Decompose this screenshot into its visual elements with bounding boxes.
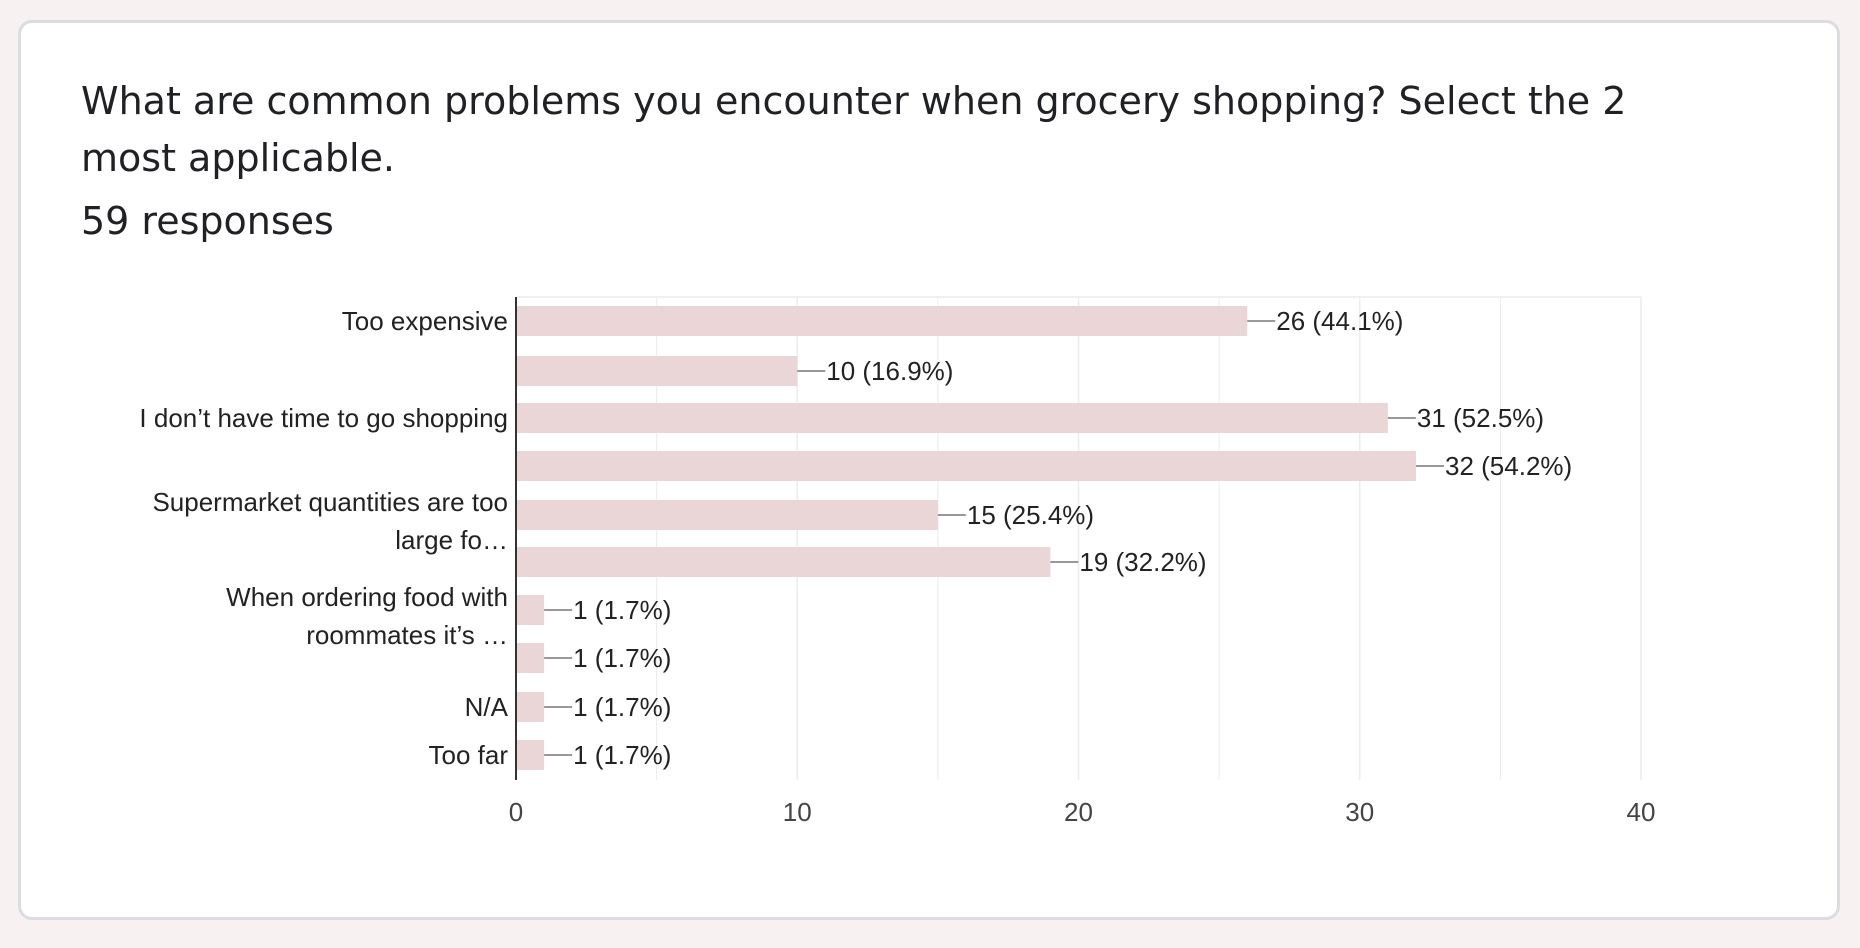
- chart-x-tick-label: 10: [783, 797, 812, 827]
- chart-category-labels: Too expensive I don’t have time to go sho…: [139, 306, 508, 770]
- chart-category-label: Too expensive: [342, 306, 508, 336]
- chart-category-label: roommates it’s …: [306, 620, 508, 650]
- chart-bars: [516, 306, 1416, 770]
- chart-bar: [516, 740, 545, 770]
- chart-data-label: 15 (25.4%): [967, 500, 1094, 530]
- chart-category-label: N/A: [465, 692, 509, 722]
- chart-x-tick-label: 30: [1345, 797, 1374, 827]
- chart-bar: [516, 306, 1248, 336]
- response-count: 59 responses: [81, 199, 334, 243]
- chart-bar: [516, 500, 938, 530]
- chart-bar: [516, 403, 1388, 433]
- question-title: What are common problems you encounter w…: [81, 79, 1627, 180]
- chart-data-label: 1 (1.7%): [573, 595, 671, 625]
- chart-bar: [516, 643, 545, 673]
- chart-data-labels: 26 (44.1%) 10 (16.9%) 31 (52.5%) 32 (54.2%)…: [544, 306, 1572, 770]
- chart-category-label: Too far: [429, 740, 509, 770]
- chart-data-label: 1 (1.7%): [573, 740, 671, 770]
- chart-data-label: 1 (1.7%): [573, 692, 671, 722]
- chart-data-label: 31 (52.5%): [1417, 403, 1544, 433]
- chart-gridlines: [516, 296, 1642, 780]
- chart-bar: [516, 547, 1051, 577]
- chart-category-label: Supermarket quantities are too: [152, 487, 508, 517]
- chart-data-label: 1 (1.7%): [573, 643, 671, 673]
- chart-bar: [516, 356, 798, 386]
- chart-data-label: 32 (54.2%): [1445, 451, 1572, 481]
- chart-bar: [516, 595, 545, 625]
- chart-category-label: When ordering food with: [226, 582, 508, 612]
- chart-data-label: 19 (32.2%): [1079, 547, 1206, 577]
- chart-x-tick-label: 20: [1064, 797, 1093, 827]
- chart-category-label: I don’t have time to go shopping: [139, 403, 508, 433]
- chart-x-axis: 0 10 20 30 40: [509, 297, 1656, 827]
- response-summary-card: What are common problems you encounter w…: [18, 20, 1840, 920]
- chart-bar: [516, 692, 545, 722]
- chart-data-label: 26 (44.1%): [1276, 306, 1403, 336]
- chart-x-tick-label: 0: [509, 797, 523, 827]
- chart-bar: [516, 451, 1416, 481]
- chart-category-label: large fo…: [395, 525, 508, 555]
- chart-data-label: 10 (16.9%): [826, 356, 953, 386]
- chart-x-tick-label: 40: [1627, 797, 1656, 827]
